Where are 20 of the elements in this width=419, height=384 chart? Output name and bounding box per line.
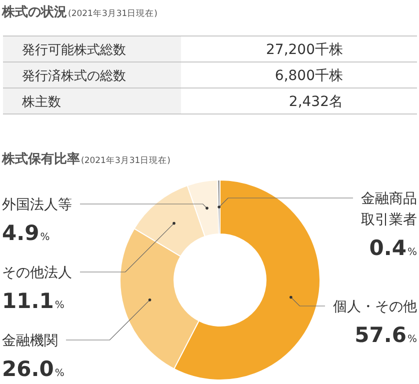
data-label: 26.0%	[2, 357, 64, 381]
data-label: 0.4%	[369, 236, 417, 260]
text: 6,800千株	[274, 68, 343, 84]
slice-label: 金融機関	[2, 333, 58, 349]
text: 発行済株式の総数	[22, 68, 126, 84]
slice-label: 金融商品取引業者	[361, 191, 417, 228]
chart-title: 株式保有比率	[1, 151, 80, 167]
text: 27,200千株	[266, 42, 343, 58]
text: (2021年3月31日現在)	[68, 8, 158, 19]
slice-label: その他法人	[2, 265, 72, 281]
slice-label: 個人・その他	[333, 299, 417, 315]
data-label: 4.9%	[2, 221, 50, 245]
slice-label: 外国法人等	[2, 197, 72, 213]
data-label: 57.6%	[354, 323, 417, 347]
text: 発行可能株式総数	[22, 43, 126, 58]
text: 2,432名	[288, 94, 343, 110]
chart-subtitle: (2021年3月31日現在)	[81, 155, 170, 166]
data-label: 11.1%	[2, 289, 64, 313]
text: 株式の状況	[1, 4, 67, 20]
text: 株主数	[21, 94, 61, 110]
